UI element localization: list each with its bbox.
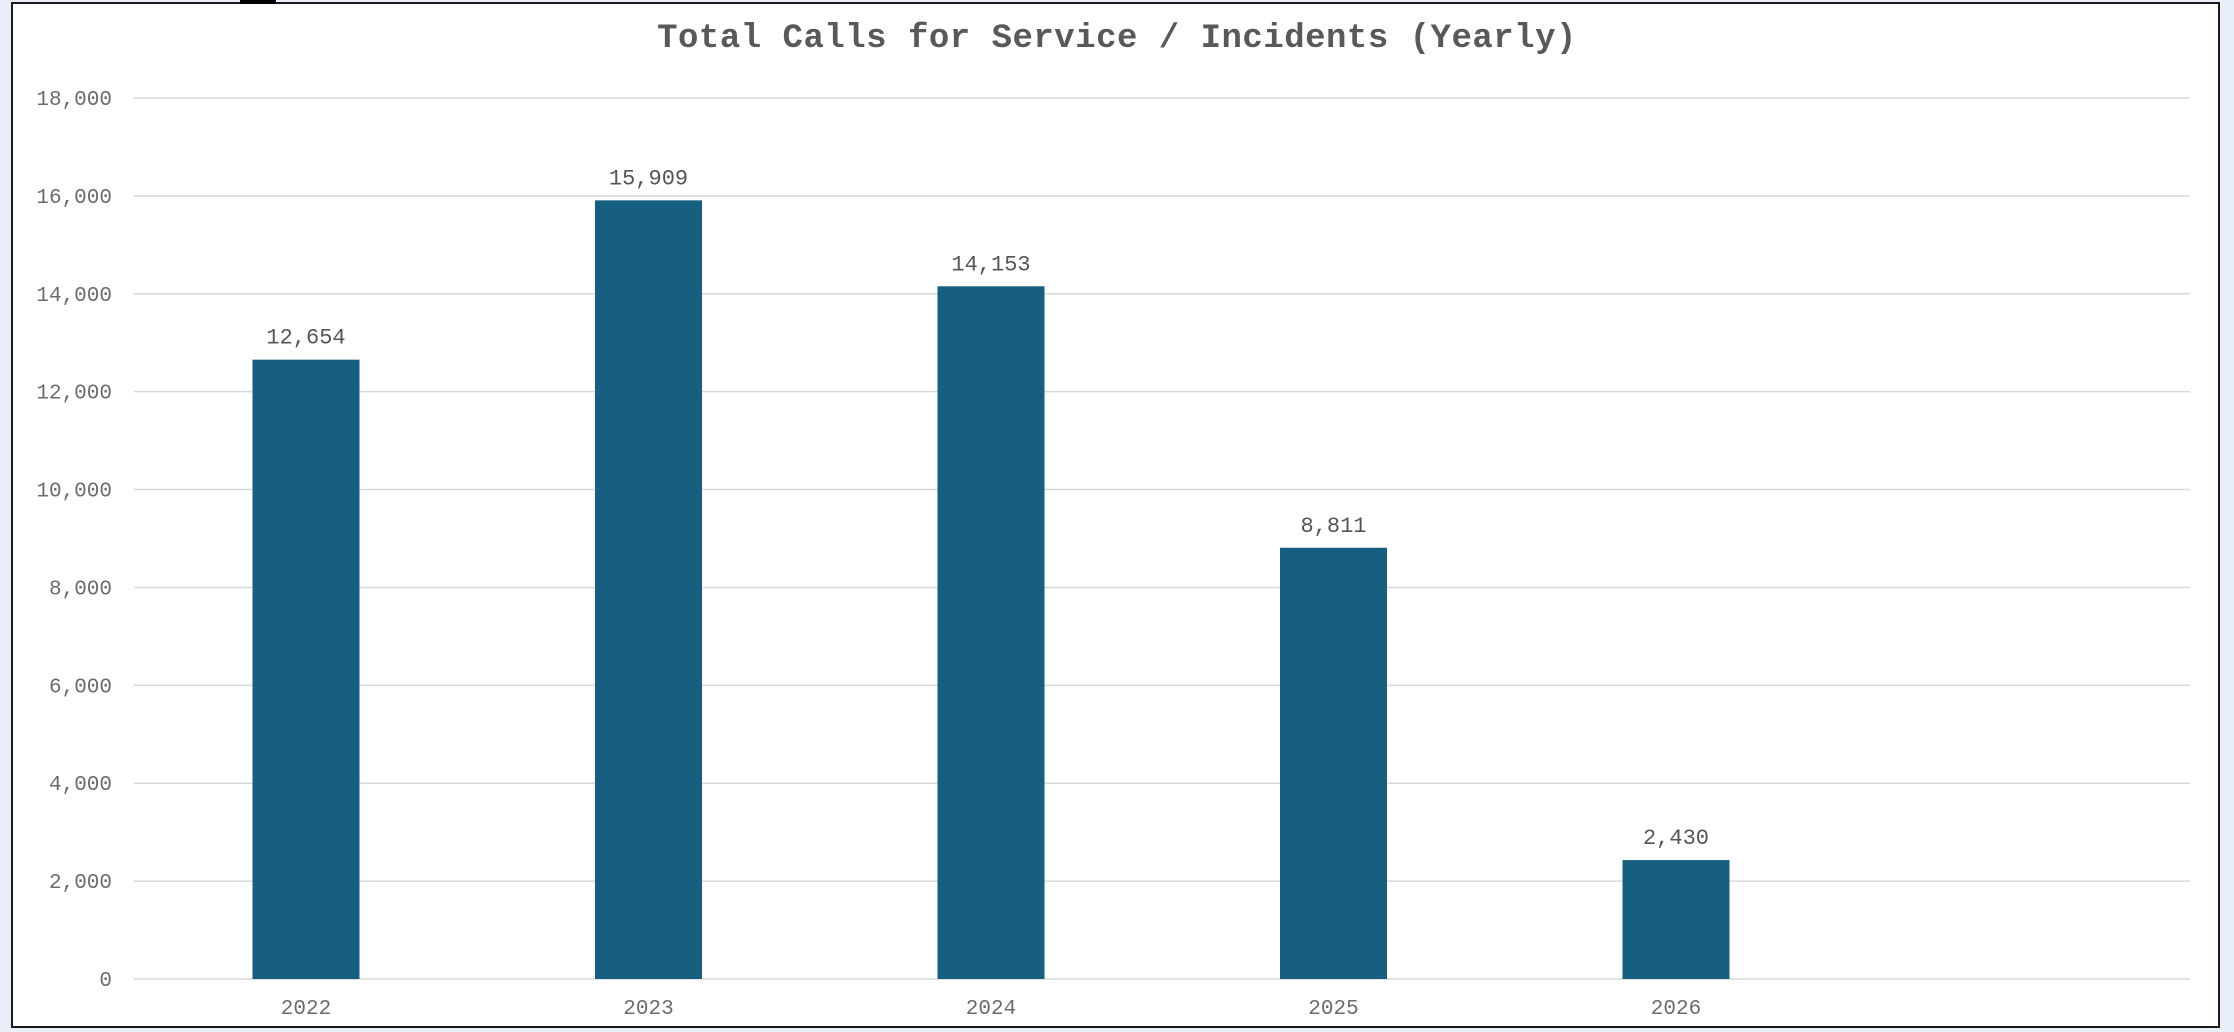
bar-2024 [937, 286, 1045, 979]
y-tick-label: 2,000 [49, 872, 112, 895]
y-tick-label: 10,000 [36, 481, 112, 504]
y-tick-label: 16,000 [36, 187, 112, 210]
y-tick-label: 4,000 [49, 774, 112, 797]
x-tick-label: 2024 [966, 998, 1016, 1021]
x-tick-label: 2023 [623, 998, 673, 1021]
gridlines [134, 97, 2190, 980]
data-label: 8,811 [1300, 514, 1366, 539]
x-tick-label: 2026 [1651, 998, 1701, 1021]
bar-2025 [1280, 547, 1387, 979]
y-axis-ticks: 0 2,000 4,000 6,000 8,000 10,000 12,000 14,000 1… [36, 89, 112, 993]
bar-2022 [252, 359, 360, 980]
bars [252, 200, 1730, 980]
x-tick-label: 2022 [281, 998, 331, 1021]
y-tick-label: 12,000 [36, 383, 112, 406]
x-axis-ticks: 2022 2023 2024 2025 2026 [281, 998, 1701, 1021]
x-tick-label: 2025 [1308, 998, 1358, 1021]
data-label: 12,654 [266, 326, 345, 351]
data-label: 2,430 [1643, 826, 1709, 851]
y-tick-label: 0 [99, 970, 112, 993]
bar-2026 [1622, 860, 1730, 979]
data-label: 14,153 [951, 252, 1030, 277]
corner-mark [240, 0, 276, 4]
y-tick-label: 14,000 [36, 285, 112, 308]
y-tick-label: 18,000 [36, 89, 112, 112]
y-tick-label: 6,000 [49, 676, 112, 699]
data-label: 15,909 [609, 166, 688, 191]
y-tick-label: 8,000 [49, 578, 112, 601]
chart-title: Total Calls for Service / Incidents (Yea… [657, 20, 1577, 58]
data-labels: 12,654 15,909 14,153 8,811 2,430 [266, 166, 1709, 851]
chart-frame [11, 2, 2220, 1028]
bar-2023 [595, 200, 702, 979]
